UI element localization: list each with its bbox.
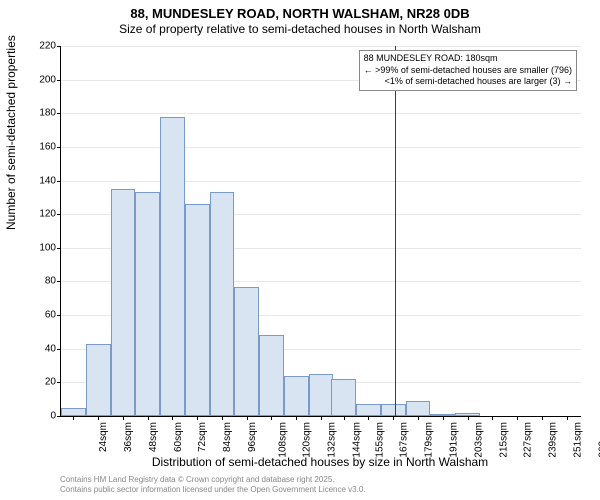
xtick-label: 48sqm bbox=[148, 422, 159, 452]
xtick-mark bbox=[172, 416, 173, 420]
ytick-mark bbox=[57, 181, 61, 182]
xtick-label: 36sqm bbox=[123, 422, 134, 452]
xtick-mark bbox=[296, 416, 297, 420]
ytick-label: 80 bbox=[45, 276, 56, 287]
chart-container: 88, MUNDESLEY ROAD, NORTH WALSHAM, NR28 … bbox=[0, 0, 600, 500]
histogram-bar bbox=[234, 287, 259, 417]
xtick-label: 227sqm bbox=[523, 422, 534, 458]
xtick-label: 24sqm bbox=[98, 422, 109, 452]
histogram-bar bbox=[210, 192, 235, 416]
ytick-mark bbox=[57, 382, 61, 383]
xtick-label: 72sqm bbox=[197, 422, 208, 452]
xtick-label: 191sqm bbox=[449, 422, 460, 458]
ytick-label: 60 bbox=[45, 310, 56, 321]
ytick-mark bbox=[57, 46, 61, 47]
xtick-label: 167sqm bbox=[399, 422, 410, 458]
histogram-bar bbox=[284, 376, 309, 416]
ytick-mark bbox=[57, 147, 61, 148]
xtick-mark bbox=[443, 416, 444, 420]
xtick-mark bbox=[468, 416, 469, 420]
histogram-bar bbox=[406, 401, 431, 416]
gridline bbox=[61, 181, 581, 182]
ytick-label: 120 bbox=[39, 209, 56, 220]
xtick-mark bbox=[271, 416, 272, 420]
ytick-mark bbox=[57, 281, 61, 282]
ytick-mark bbox=[57, 80, 61, 81]
xtick-label: 215sqm bbox=[498, 422, 509, 458]
xtick-label: 132sqm bbox=[327, 422, 338, 458]
footer: Contains HM Land Registry data © Crown c… bbox=[60, 475, 366, 494]
ytick-label: 200 bbox=[39, 74, 56, 85]
chart-title-line1: 88, MUNDESLEY ROAD, NORTH WALSHAM, NR28 … bbox=[0, 6, 600, 21]
xtick-mark bbox=[368, 416, 369, 420]
histogram-bar bbox=[331, 379, 356, 416]
xtick-mark bbox=[197, 416, 198, 420]
ytick-label: 0 bbox=[50, 411, 56, 422]
histogram-bar bbox=[135, 192, 160, 416]
gridline bbox=[61, 113, 581, 114]
plot-area: 88 MUNDESLEY ROAD: 180sqm ← >99% of semi… bbox=[60, 46, 581, 417]
annotation-line1: 88 MUNDESLEY ROAD: 180sqm bbox=[364, 53, 572, 65]
xtick-mark bbox=[148, 416, 149, 420]
gridline bbox=[61, 46, 581, 47]
ytick-mark bbox=[57, 416, 61, 417]
histogram-bar bbox=[356, 404, 381, 416]
histogram-bar bbox=[381, 404, 406, 416]
footer-line2: Contains public sector information licen… bbox=[60, 485, 366, 495]
xtick-mark bbox=[247, 416, 248, 420]
xtick-label: 108sqm bbox=[277, 422, 288, 458]
xtick-mark bbox=[542, 416, 543, 420]
xtick-label: 120sqm bbox=[302, 422, 313, 458]
ytick-mark bbox=[57, 349, 61, 350]
gridline bbox=[61, 147, 581, 148]
xtick-label: 60sqm bbox=[173, 422, 184, 452]
histogram-bar bbox=[86, 344, 111, 416]
xtick-mark bbox=[222, 416, 223, 420]
xtick-mark bbox=[418, 416, 419, 420]
xtick-mark bbox=[123, 416, 124, 420]
xtick-label: 203sqm bbox=[473, 422, 484, 458]
xtick-mark bbox=[98, 416, 99, 420]
xtick-mark bbox=[393, 416, 394, 420]
xtick-mark bbox=[344, 416, 345, 420]
xtick-label: 239sqm bbox=[548, 422, 559, 458]
annotation-line3: <1% of semi-detached houses are larger (… bbox=[364, 76, 572, 88]
ytick-mark bbox=[57, 315, 61, 316]
reference-line bbox=[395, 46, 396, 416]
histogram-bar bbox=[160, 117, 185, 416]
histogram-bar bbox=[61, 408, 86, 416]
xtick-label: 84sqm bbox=[222, 422, 233, 452]
xtick-mark bbox=[321, 416, 322, 420]
ytick-mark bbox=[57, 248, 61, 249]
xtick-label: 144sqm bbox=[352, 422, 363, 458]
xtick-label: 155sqm bbox=[374, 422, 385, 458]
ytick-label: 100 bbox=[39, 242, 56, 253]
footer-line1: Contains HM Land Registry data © Crown c… bbox=[60, 475, 366, 485]
xtick-label: 251sqm bbox=[572, 422, 583, 458]
ytick-label: 160 bbox=[39, 141, 56, 152]
annotation-line2: ← >99% of semi-detached houses are small… bbox=[364, 65, 572, 77]
xtick-mark bbox=[73, 416, 74, 420]
histogram-bar bbox=[309, 374, 334, 416]
ytick-label: 20 bbox=[45, 377, 56, 388]
xtick-label: 96sqm bbox=[247, 422, 258, 452]
annotation-box: 88 MUNDESLEY ROAD: 180sqm ← >99% of semi… bbox=[359, 50, 577, 91]
xtick-mark bbox=[517, 416, 518, 420]
y-axis-label: Number of semi-detached properties bbox=[4, 35, 18, 230]
xtick-label: 179sqm bbox=[424, 422, 435, 458]
chart-title-line2: Size of property relative to semi-detach… bbox=[0, 22, 600, 36]
histogram-bar bbox=[185, 204, 210, 416]
ytick-label: 40 bbox=[45, 343, 56, 354]
ytick-label: 180 bbox=[39, 108, 56, 119]
histogram-bar bbox=[259, 335, 284, 416]
xtick-mark bbox=[492, 416, 493, 420]
histogram-bar bbox=[111, 189, 136, 416]
ytick-mark bbox=[57, 214, 61, 215]
ytick-label: 140 bbox=[39, 175, 56, 186]
xtick-mark bbox=[567, 416, 568, 420]
ytick-label: 220 bbox=[39, 41, 56, 52]
ytick-mark bbox=[57, 113, 61, 114]
